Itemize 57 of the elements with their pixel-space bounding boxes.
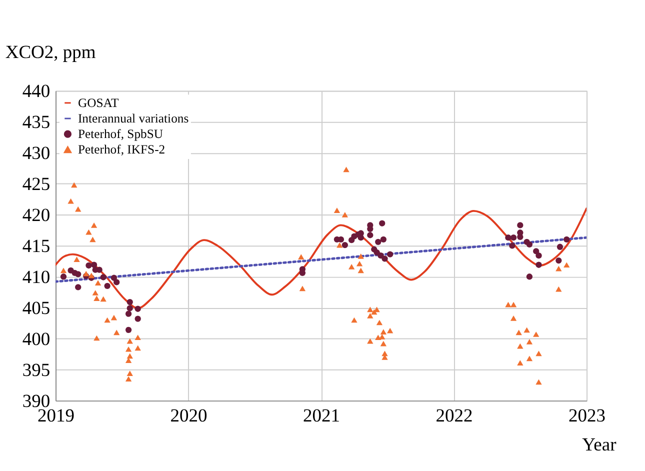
- point: [367, 232, 374, 238]
- point: [505, 234, 512, 241]
- y-tick-label: 400: [22, 330, 50, 350]
- point: [134, 316, 141, 322]
- y-tick-label: 430: [22, 144, 50, 164]
- point: [556, 257, 562, 264]
- point: [556, 244, 564, 250]
- point: [86, 262, 92, 269]
- y-tick-label: 410: [22, 268, 50, 288]
- x-tick-label: 2021: [303, 406, 340, 427]
- point: [510, 234, 517, 241]
- point: [125, 310, 132, 317]
- point: [509, 242, 516, 249]
- x-tick-label: 2022: [436, 406, 473, 427]
- point: [564, 236, 570, 243]
- point: [358, 234, 364, 241]
- point: [536, 252, 542, 259]
- point: [60, 274, 67, 280]
- point: [114, 279, 120, 286]
- legend-label: Peterhof, IKFS-2: [78, 142, 166, 157]
- legend-label: Peterhof, SpbSU: [78, 126, 164, 141]
- point: [338, 236, 344, 243]
- point: [342, 242, 348, 248]
- legend-label: Interannual variations: [78, 111, 189, 126]
- y-tick-label: 435: [22, 113, 50, 134]
- point: [526, 274, 533, 280]
- point: [386, 251, 394, 258]
- y-tick-label: 395: [22, 360, 50, 381]
- point: [375, 238, 382, 246]
- point: [134, 306, 141, 312]
- point: [517, 222, 524, 228]
- point: [125, 326, 132, 334]
- point: [100, 274, 106, 280]
- point: [126, 305, 133, 312]
- point: [382, 256, 388, 262]
- point: [126, 298, 133, 306]
- y-tick-label: 425: [22, 175, 50, 196]
- point: [75, 271, 82, 278]
- point: [110, 274, 118, 281]
- x-axis-title: Year: [582, 436, 616, 456]
- point: [517, 234, 524, 240]
- point: [90, 262, 98, 268]
- x-tick-label: 2023: [568, 406, 606, 427]
- point: [104, 282, 110, 290]
- y-tick-label: 405: [22, 298, 50, 319]
- point: [536, 262, 542, 268]
- y-tick-label: 415: [22, 236, 50, 257]
- y-axis-title: XCO2, ppm: [5, 43, 96, 64]
- y-tick-label: 420: [22, 206, 50, 226]
- point: [379, 220, 386, 226]
- y-tick-label: 440: [22, 82, 50, 102]
- point: [378, 252, 384, 259]
- point: [75, 284, 82, 290]
- point: [526, 241, 533, 248]
- point: [380, 236, 387, 243]
- legend-label: GOSAT: [78, 96, 119, 110]
- x-tick-label: 2020: [170, 406, 208, 427]
